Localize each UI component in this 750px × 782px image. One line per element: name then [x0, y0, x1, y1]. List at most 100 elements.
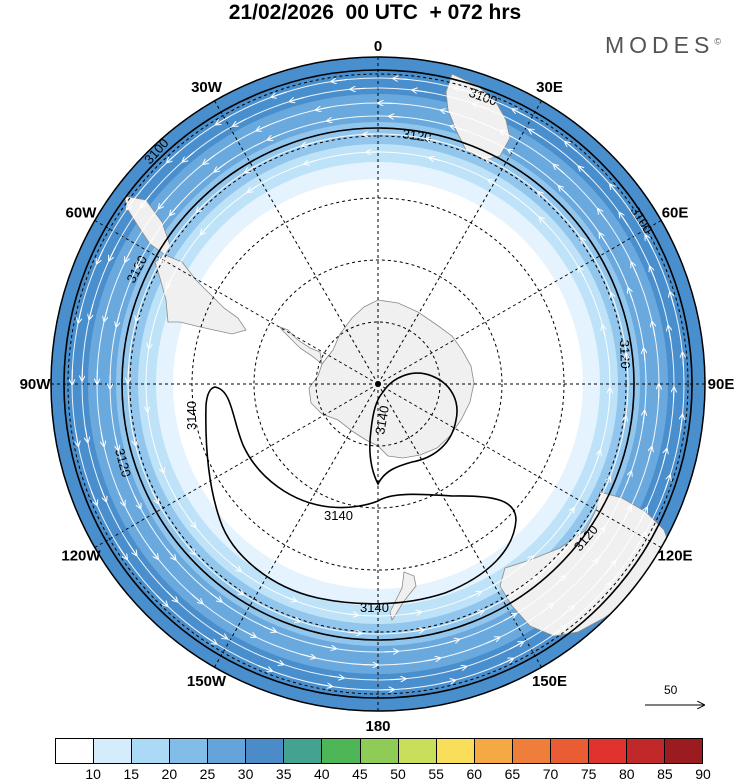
streamline-arrow	[170, 204, 180, 215]
streamline-arrow	[327, 119, 341, 121]
streamline-arrow	[565, 142, 578, 152]
streamline-arrow	[578, 267, 585, 278]
streamline-arrow	[101, 432, 104, 446]
streamline-arrow	[160, 251, 167, 263]
streamline-arrow	[471, 611, 483, 617]
streamline-arrow	[116, 313, 119, 326]
colorbar-bin	[626, 739, 665, 763]
streamline-arrow	[304, 161, 316, 164]
latitude-circle	[67, 73, 689, 695]
colorbar-bin	[170, 739, 209, 763]
streamline-arrow	[90, 490, 97, 505]
streamline-arrow	[599, 233, 608, 245]
brand-text: MODES	[605, 32, 715, 58]
meridian-line	[214, 383, 379, 668]
streamline-arrow	[567, 508, 574, 519]
streamline-arrow	[626, 472, 632, 485]
streamline-arrow	[486, 158, 497, 165]
streamline-arrow	[186, 544, 195, 554]
colorbar	[55, 738, 703, 764]
streamline-arrow	[316, 107, 330, 110]
streamline-arrow	[191, 593, 203, 603]
streamline-arrow	[620, 213, 629, 226]
streamline-arrow	[603, 326, 606, 337]
streamline-arrow	[486, 637, 500, 644]
reference-vector-label: 50	[664, 683, 678, 697]
streamline	[127, 133, 629, 635]
wind-streamlines	[72, 78, 684, 690]
streamline-arrow	[652, 322, 655, 336]
colorbar-bin	[56, 739, 95, 763]
colorbar-bin	[246, 739, 285, 763]
colorbar-label: 25	[199, 766, 216, 782]
colorbar-label: 30	[237, 766, 254, 782]
streamline-arrow	[231, 563, 241, 571]
colorbar-bin	[208, 739, 247, 763]
streamline-arrow	[158, 461, 163, 473]
streamline-arrow	[429, 158, 441, 161]
streamline-arrow	[210, 593, 222, 601]
streamline-arrow	[257, 124, 270, 131]
landmasses	[123, 73, 673, 637]
streamline-arrow	[681, 415, 683, 431]
streamline-arrow	[451, 126, 464, 131]
streamline-arrow	[322, 646, 336, 648]
streamline-arrow	[351, 88, 366, 89]
colorbar-bin	[550, 739, 589, 763]
streamline-arrow	[159, 197, 169, 209]
streamline-arrow	[500, 131, 514, 138]
contour-3120	[121, 127, 635, 641]
longitude-label: 150W	[187, 673, 227, 690]
streamline-arrow	[166, 548, 176, 559]
streamline-arrow	[167, 277, 173, 287]
streamline-arrow	[439, 680, 455, 683]
south-america-land	[123, 195, 247, 335]
streamline-arrow	[498, 659, 513, 666]
colorbar-label: 50	[390, 766, 406, 782]
streamline-arrow	[348, 632, 361, 633]
streamline-arrow	[624, 417, 626, 429]
contour-label: 3120	[112, 447, 134, 479]
streamline-arrow	[554, 165, 565, 175]
streamline-arrow	[214, 630, 227, 639]
streamline-arrow	[389, 116, 403, 117]
streamline-arrow	[587, 560, 597, 571]
streamline-arrow	[670, 292, 675, 308]
streamline-arrow	[426, 658, 440, 661]
streamline-arrow	[426, 139, 439, 142]
streamline-arrow	[581, 238, 589, 249]
streamline-arrow	[473, 104, 487, 110]
streamline-arrow	[203, 155, 215, 164]
longitude-label: 90W	[20, 376, 52, 393]
streamline-arrow	[272, 91, 287, 97]
streamline-arrow	[526, 577, 537, 586]
streamline-arrow	[188, 517, 195, 527]
streamline-arrow	[489, 180, 499, 187]
streamline-arrow	[156, 594, 167, 606]
streamline-arrow	[216, 116, 230, 125]
streamline-arrow	[149, 547, 158, 559]
streamline-arrow	[559, 186, 569, 196]
streamline-arrow	[513, 109, 527, 117]
longitude-label: 30E	[536, 79, 563, 96]
colorbar-label: 45	[352, 766, 368, 782]
colorbar-bin	[588, 739, 627, 763]
colorbar-label: 60	[466, 766, 483, 782]
meridian-line	[377, 383, 542, 668]
streamline-arrow	[455, 88, 470, 93]
streamline-arrow	[390, 679, 406, 680]
streamline-arrow	[524, 556, 533, 565]
streamline-arrow	[604, 477, 610, 489]
streamline-arrow	[470, 592, 481, 598]
colorbar-label: 40	[314, 766, 330, 782]
streamline-arrow	[673, 388, 674, 403]
streamline-arrow	[538, 192, 549, 201]
streamline-arrow	[109, 246, 117, 260]
streamline-arrow	[268, 134, 281, 139]
streamline-arrow	[127, 542, 136, 555]
streamline-arrow	[233, 118, 247, 126]
colorbar-label: 15	[123, 766, 140, 782]
contour-label: 3140	[184, 401, 199, 430]
streamline-arrow	[141, 195, 151, 208]
streamline-arrow	[539, 217, 548, 227]
